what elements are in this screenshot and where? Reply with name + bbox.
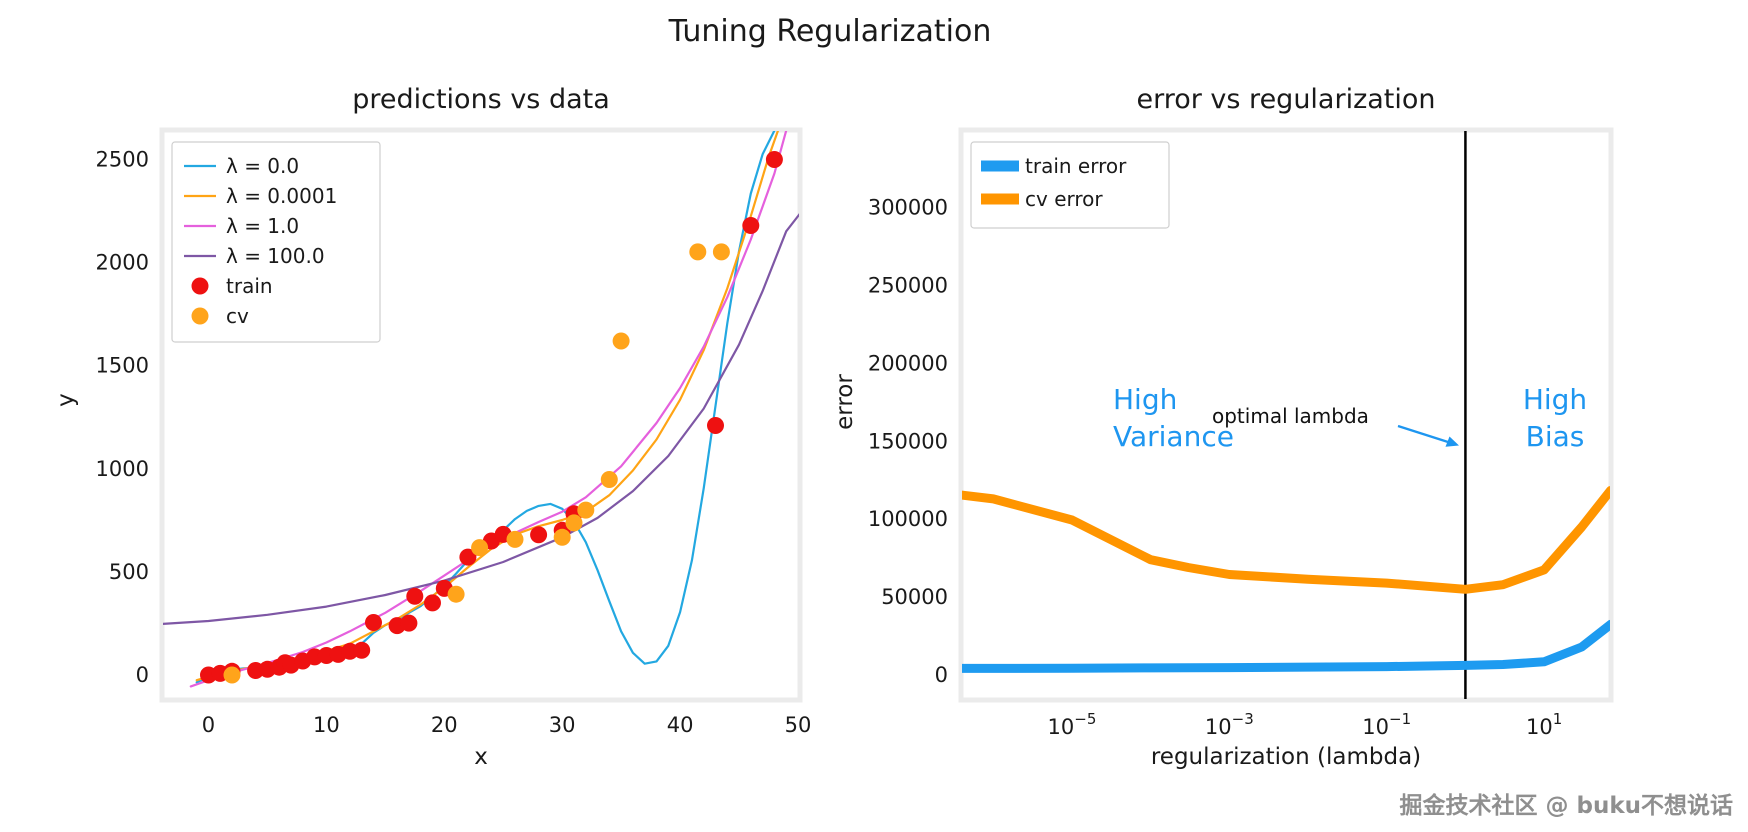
annotation-high-variance: High Variance [1113, 383, 1234, 453]
annotation-high-bias: High Bias [1522, 383, 1588, 453]
right-y-axis-label: error [832, 374, 858, 430]
watermark: 掘金技术社区 @ buku不想说话 [1399, 793, 1733, 819]
x-tick-label: 10−1 [1362, 710, 1411, 739]
legend-box [171, 141, 381, 343]
legend-bar-sample [981, 193, 1019, 205]
right-plot-area [962, 131, 1610, 699]
y-tick-label: 50000 [881, 585, 948, 609]
y-tick-label: 150000 [868, 429, 948, 453]
left-legend: λ = 0.0 λ = 0.0001 λ = 1.0 λ = 100.0 train cv [171, 141, 381, 343]
left-plot-area [163, 131, 799, 688]
scatter-point-train [742, 217, 760, 234]
y-tick-label: 250000 [868, 273, 948, 297]
y-tick-label: 200000 [868, 351, 948, 375]
legend-label: λ = 100.0 [226, 244, 325, 268]
series-line-cv-error [962, 485, 1610, 594]
scatter-point-train [365, 614, 382, 631]
scatter-point-train [400, 614, 418, 632]
right-legend: train error cv error [970, 141, 1170, 229]
legend-marker-sample [191, 307, 209, 325]
legend-label: train error [1025, 154, 1127, 178]
scatter-point-cv [612, 332, 630, 350]
scatter-point-train [707, 417, 724, 434]
legend-bar-sample [981, 160, 1019, 172]
scatter-point-train [353, 641, 371, 659]
legend-label: cv error [1025, 187, 1103, 211]
right-x-axis-label: regularization (lambda) [1150, 744, 1422, 770]
legend-label: λ = 0.0001 [226, 184, 337, 208]
right-chart: 10−5 10−3 10−1 101 0 50000 100000 150000 200000 2… [868, 127, 1614, 739]
y-tick-label: 500 [109, 560, 149, 584]
annotation-optimal-lambda: optimal lambda [1212, 404, 1369, 428]
x-tick-label: 40 [667, 713, 694, 737]
optimal-lambda-arrow [1397, 424, 1459, 447]
legend-label: cv [226, 304, 249, 328]
scatter-point-cv [223, 666, 241, 684]
legend-box [970, 141, 1170, 229]
x-tick-label: 50 [785, 713, 812, 737]
y-tick-label: 100000 [868, 507, 948, 531]
scatter-point-cv [565, 514, 583, 532]
series-line-train-error [962, 619, 1610, 673]
y-tick-label: 0 [935, 663, 948, 687]
y-tick-label: 1000 [96, 457, 149, 481]
x-tick-label: 10 [313, 713, 340, 737]
scatter-point-train [459, 548, 477, 566]
scatter-point-cv [447, 585, 465, 603]
right-chart-title: error vs regularization [1136, 84, 1436, 115]
y-tick-label: 2000 [96, 251, 149, 275]
left-x-axis-label: x [474, 744, 488, 770]
scatter-point-cv [689, 243, 707, 261]
left-chart-title: predictions vs data [352, 84, 610, 115]
scatter-point-train [765, 151, 783, 168]
x-tick-label: 30 [549, 713, 576, 737]
left-y-axis-label: y [53, 393, 79, 407]
scatter-point-train [530, 526, 548, 544]
x-tick-label: 20 [431, 713, 458, 737]
legend-label: train [226, 274, 273, 298]
y-tick-label: 300000 [868, 195, 948, 219]
y-tick-label: 2500 [96, 147, 149, 171]
scatter-point-cv [471, 539, 489, 557]
figure-title: Tuning Regularization [668, 14, 992, 49]
scatter-point-cv [553, 528, 571, 546]
legend-marker-sample [191, 277, 209, 295]
scatter-point-cv [600, 471, 618, 488]
x-tick-label: 101 [1526, 710, 1562, 739]
legend-label: λ = 0.0 [226, 154, 299, 178]
scatter-point-train [424, 594, 441, 612]
x-tick-label: 10−3 [1205, 710, 1254, 739]
y-tick-label: 0 [136, 663, 149, 687]
x-tick-label: 10−5 [1048, 710, 1097, 739]
scatter-point-cv [712, 243, 730, 261]
scatter-point-cv [577, 501, 595, 519]
legend-label: λ = 1.0 [226, 214, 299, 238]
scatter-point-train [406, 587, 424, 605]
y-tick-label: 1500 [96, 354, 149, 378]
x-tick-label: 0 [202, 713, 215, 737]
scatter-point-cv [506, 530, 524, 548]
